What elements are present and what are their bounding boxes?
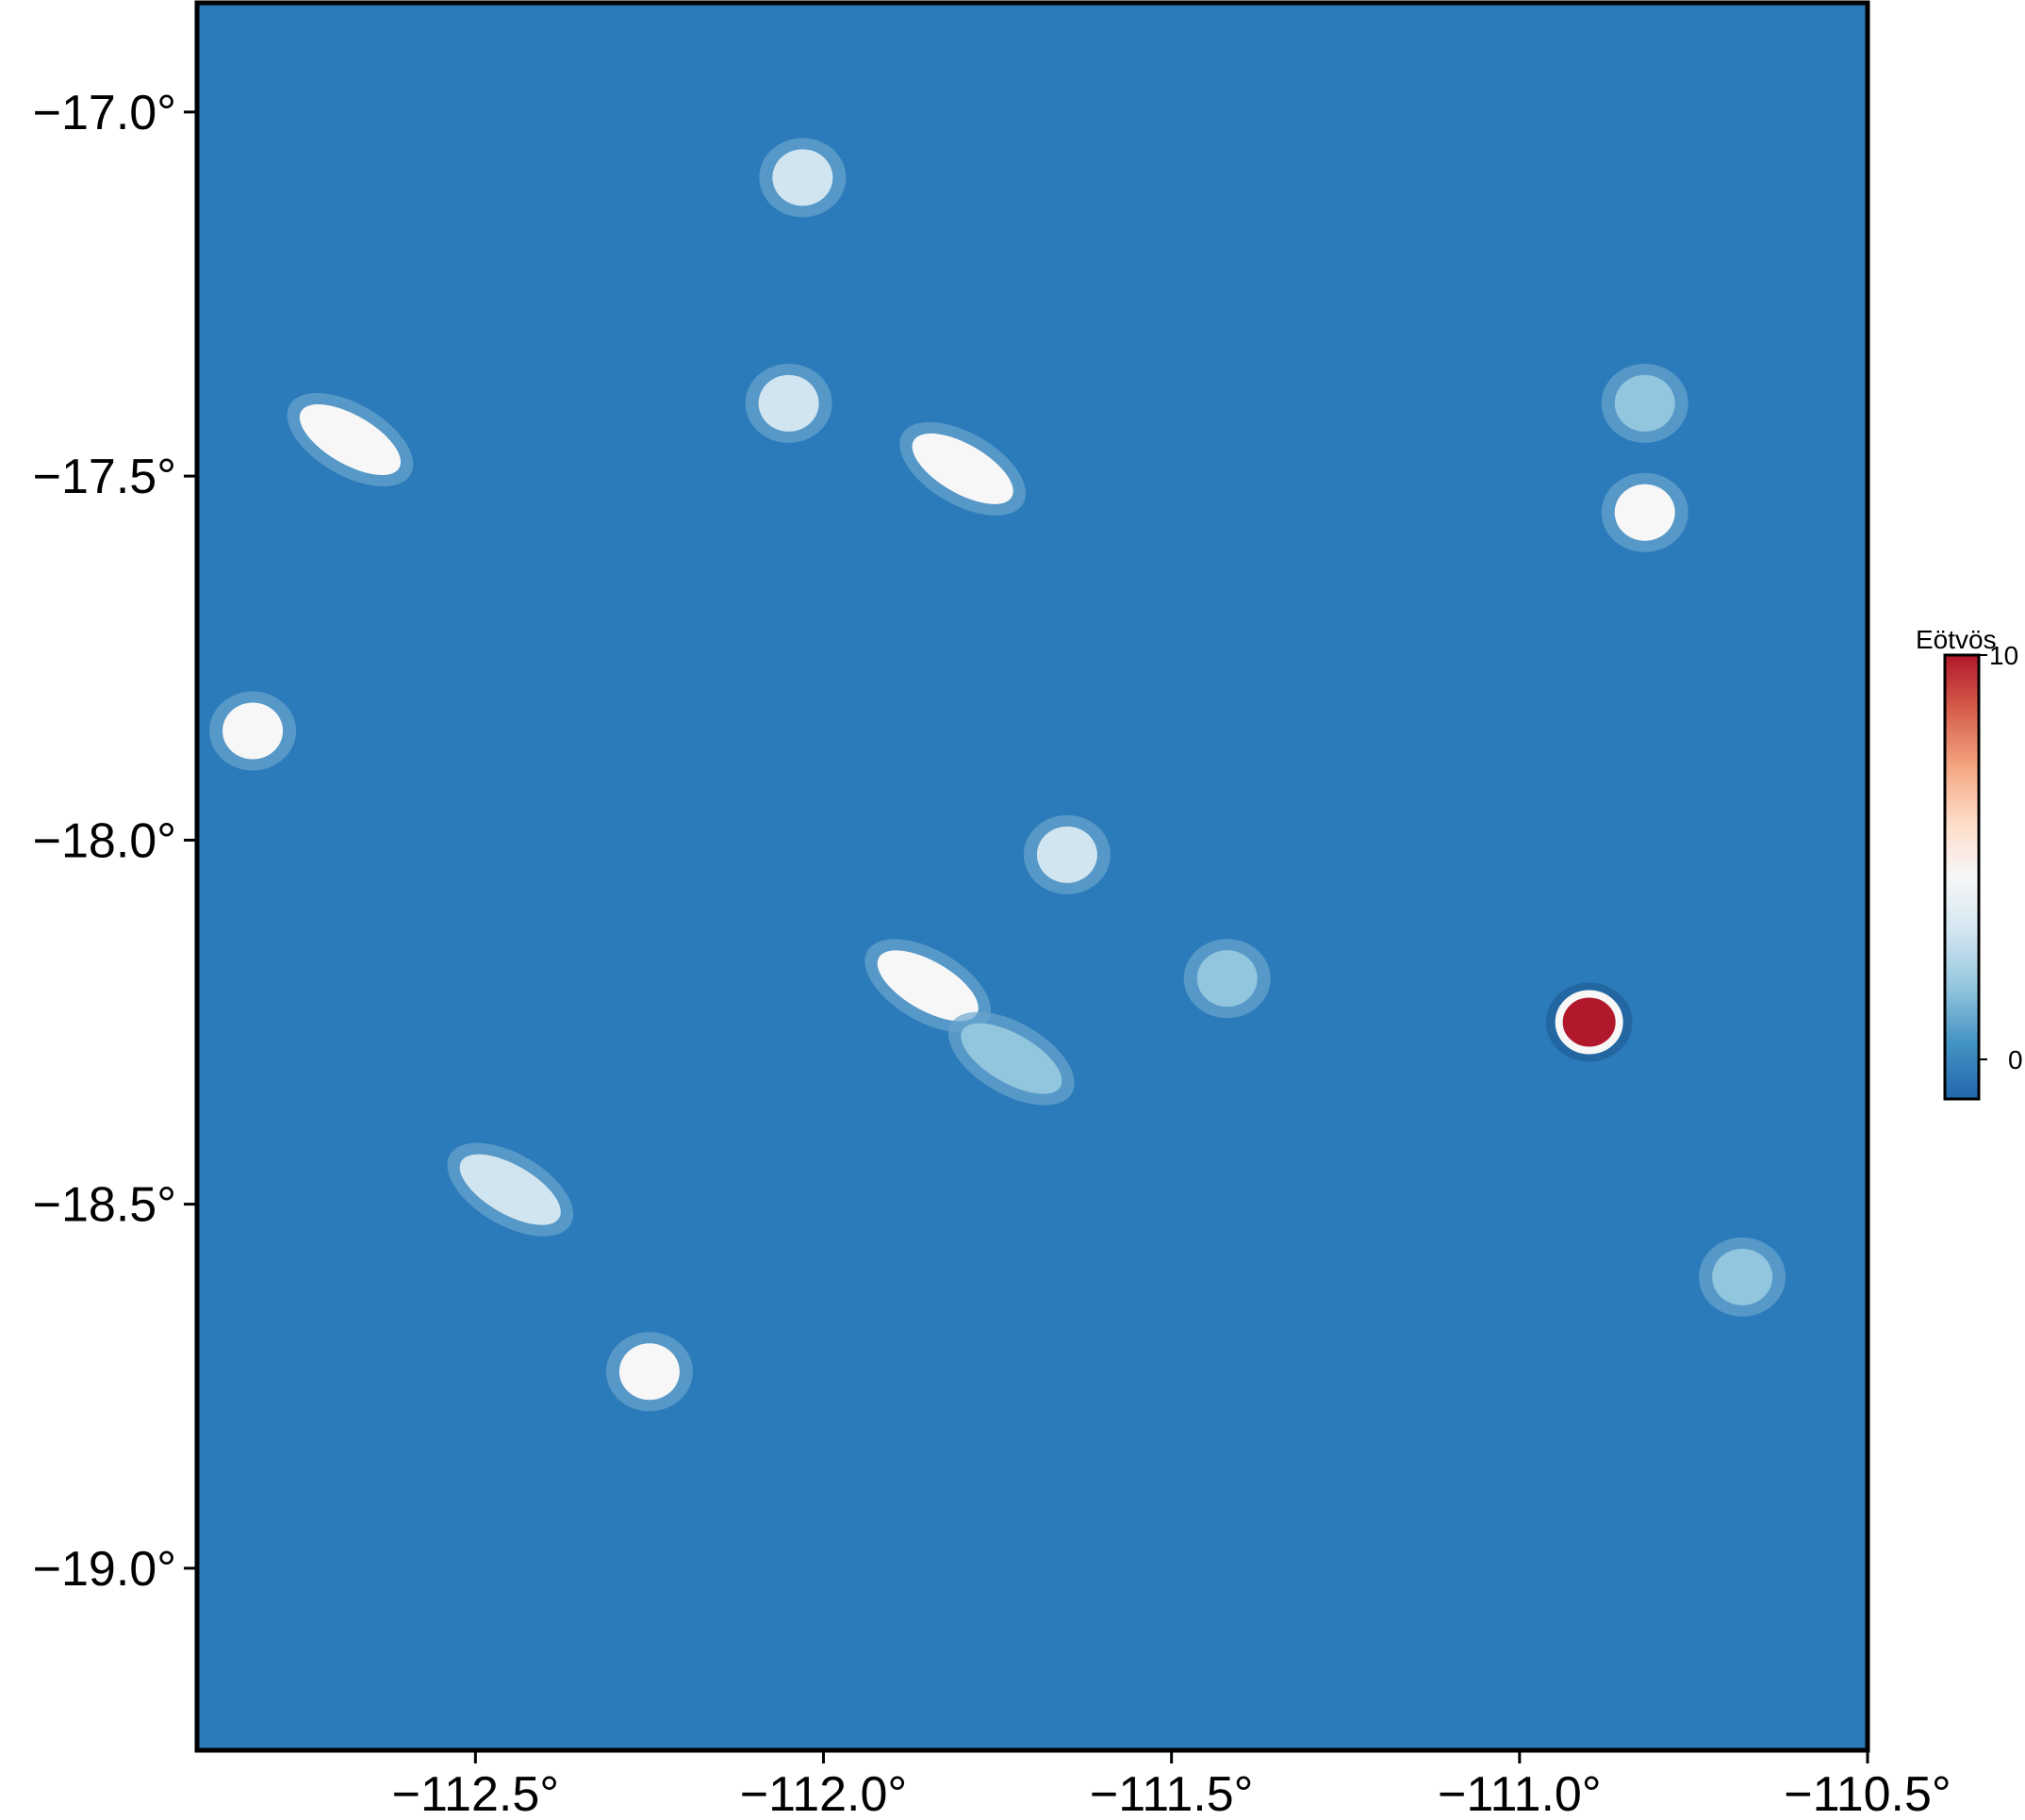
anomaly-4 bbox=[287, 392, 414, 487]
anomaly-11 bbox=[948, 1011, 1075, 1106]
x-tick-label-0: −112.5° bbox=[392, 1767, 559, 1820]
colorbar: Eötvös 10 0 bbox=[1916, 625, 2023, 1101]
anomaly-1 bbox=[864, 939, 992, 1033]
y-tick-label-0: −17.0° bbox=[33, 86, 176, 140]
anomaly-12 bbox=[1183, 939, 1271, 1019]
colorbar-zero-label: 0 bbox=[2008, 1045, 2023, 1074]
colorbar-title: Eötvös bbox=[1916, 625, 1997, 654]
anomaly-9 bbox=[759, 138, 847, 218]
y-axis: −17.0° −17.5° −18.0° −18.5° −19.0° bbox=[33, 86, 197, 1597]
map-frame bbox=[194, 0, 1870, 1753]
anomaly-6 bbox=[605, 1332, 693, 1412]
anomaly-13 bbox=[1699, 1237, 1786, 1317]
colorbar-max-label: 10 bbox=[1989, 641, 2018, 670]
anomaly-5 bbox=[209, 691, 297, 771]
anomaly-0 bbox=[1545, 982, 1633, 1062]
anomaly-2 bbox=[899, 421, 1027, 516]
y-tick-label-2: −18.0° bbox=[33, 813, 176, 868]
x-tick-label-3: −111.0° bbox=[1438, 1767, 1602, 1820]
y-tick-label-4: −19.0° bbox=[33, 1542, 176, 1597]
anomaly-8 bbox=[447, 1142, 574, 1237]
anomaly-14 bbox=[1601, 363, 1688, 443]
anomaly-layer bbox=[209, 138, 1786, 1412]
colorbar-scale bbox=[1943, 653, 1981, 1101]
anomaly-3 bbox=[1601, 472, 1688, 552]
map-area bbox=[197, 3, 1868, 1750]
x-tick-label-4: −110.5° bbox=[1784, 1767, 1951, 1820]
anomaly-10 bbox=[745, 363, 832, 443]
x-tick-label-1: −112.0° bbox=[740, 1767, 907, 1820]
anomaly-7 bbox=[1023, 814, 1111, 894]
y-tick-label-1: −17.5° bbox=[33, 450, 176, 504]
x-tick-label-2: −111.5° bbox=[1090, 1767, 1254, 1820]
y-tick-label-3: −18.5° bbox=[33, 1178, 176, 1233]
x-axis: −112.5° −112.0° −111.5° −111.0° −110.5° bbox=[392, 1750, 1951, 1820]
